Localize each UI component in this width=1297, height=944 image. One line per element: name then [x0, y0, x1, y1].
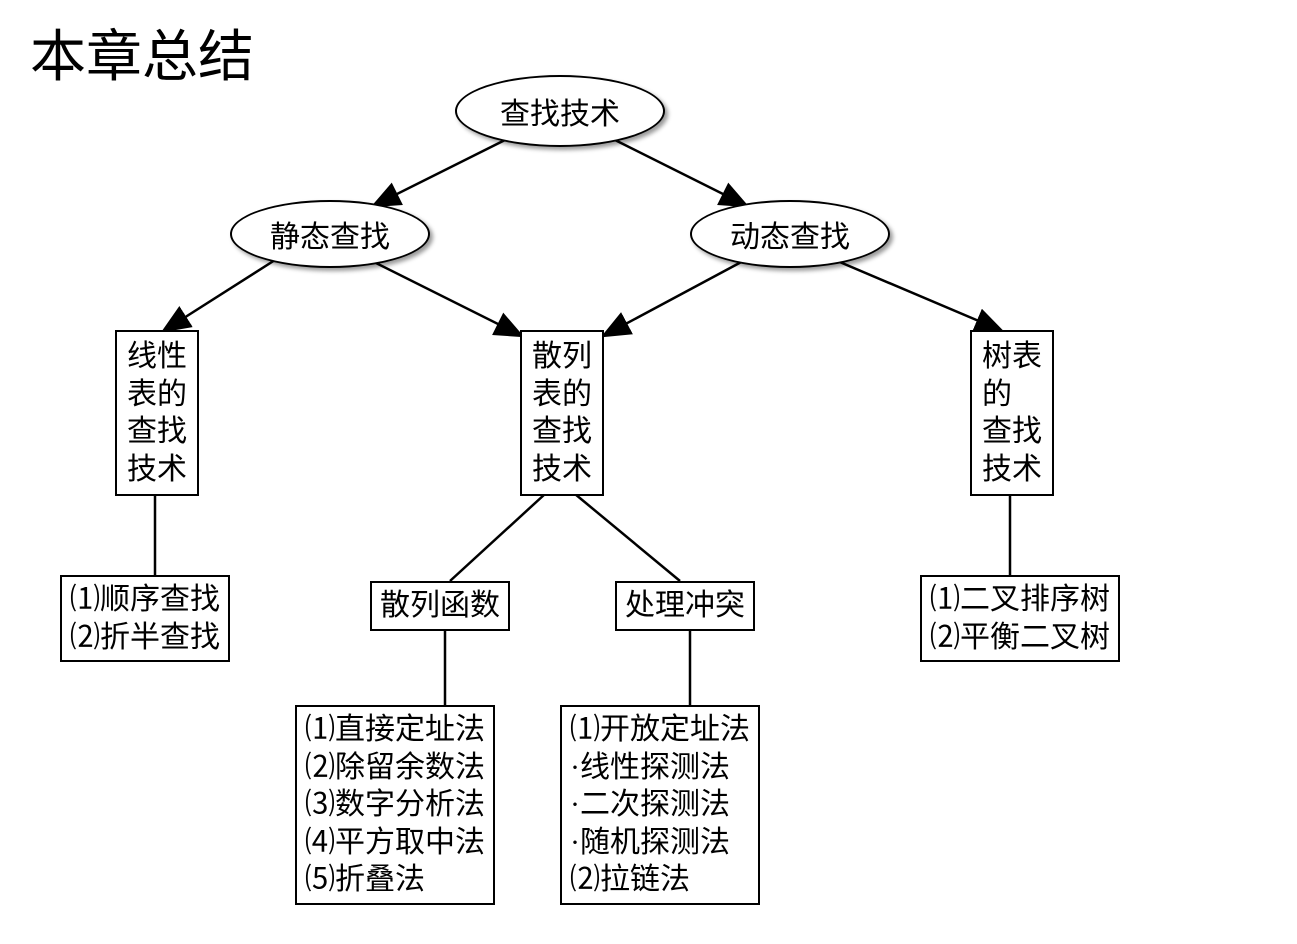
node-linear-methods: ⑴顺序查找 ⑵折半查找	[60, 575, 230, 662]
node-root: 查找技术	[455, 75, 665, 147]
node-static: 静态查找	[230, 200, 430, 268]
node-tree: 树表 的 查找 技术	[970, 330, 1054, 496]
node-hash-func: 散列函数	[370, 581, 510, 631]
node-hash-func-list: ⑴直接定址法 ⑵除留余数法 ⑶数字分析法 ⑷平方取中法 ⑸折叠法	[295, 705, 495, 905]
node-tree-methods: ⑴二叉排序树 ⑵平衡二叉树	[920, 575, 1120, 662]
node-dynamic: 动态查找	[690, 200, 890, 268]
node-collision: 处理冲突	[615, 581, 755, 631]
node-linear: 线性 表的 查找 技术	[115, 330, 199, 496]
page-title: 本章总结	[30, 12, 254, 93]
node-collision-list: ⑴开放定址法 ·线性探测法 ·二次探测法 ·随机探测法 ⑵拉链法	[560, 705, 760, 905]
node-hash: 散列 表的 查找 技术	[520, 330, 604, 496]
